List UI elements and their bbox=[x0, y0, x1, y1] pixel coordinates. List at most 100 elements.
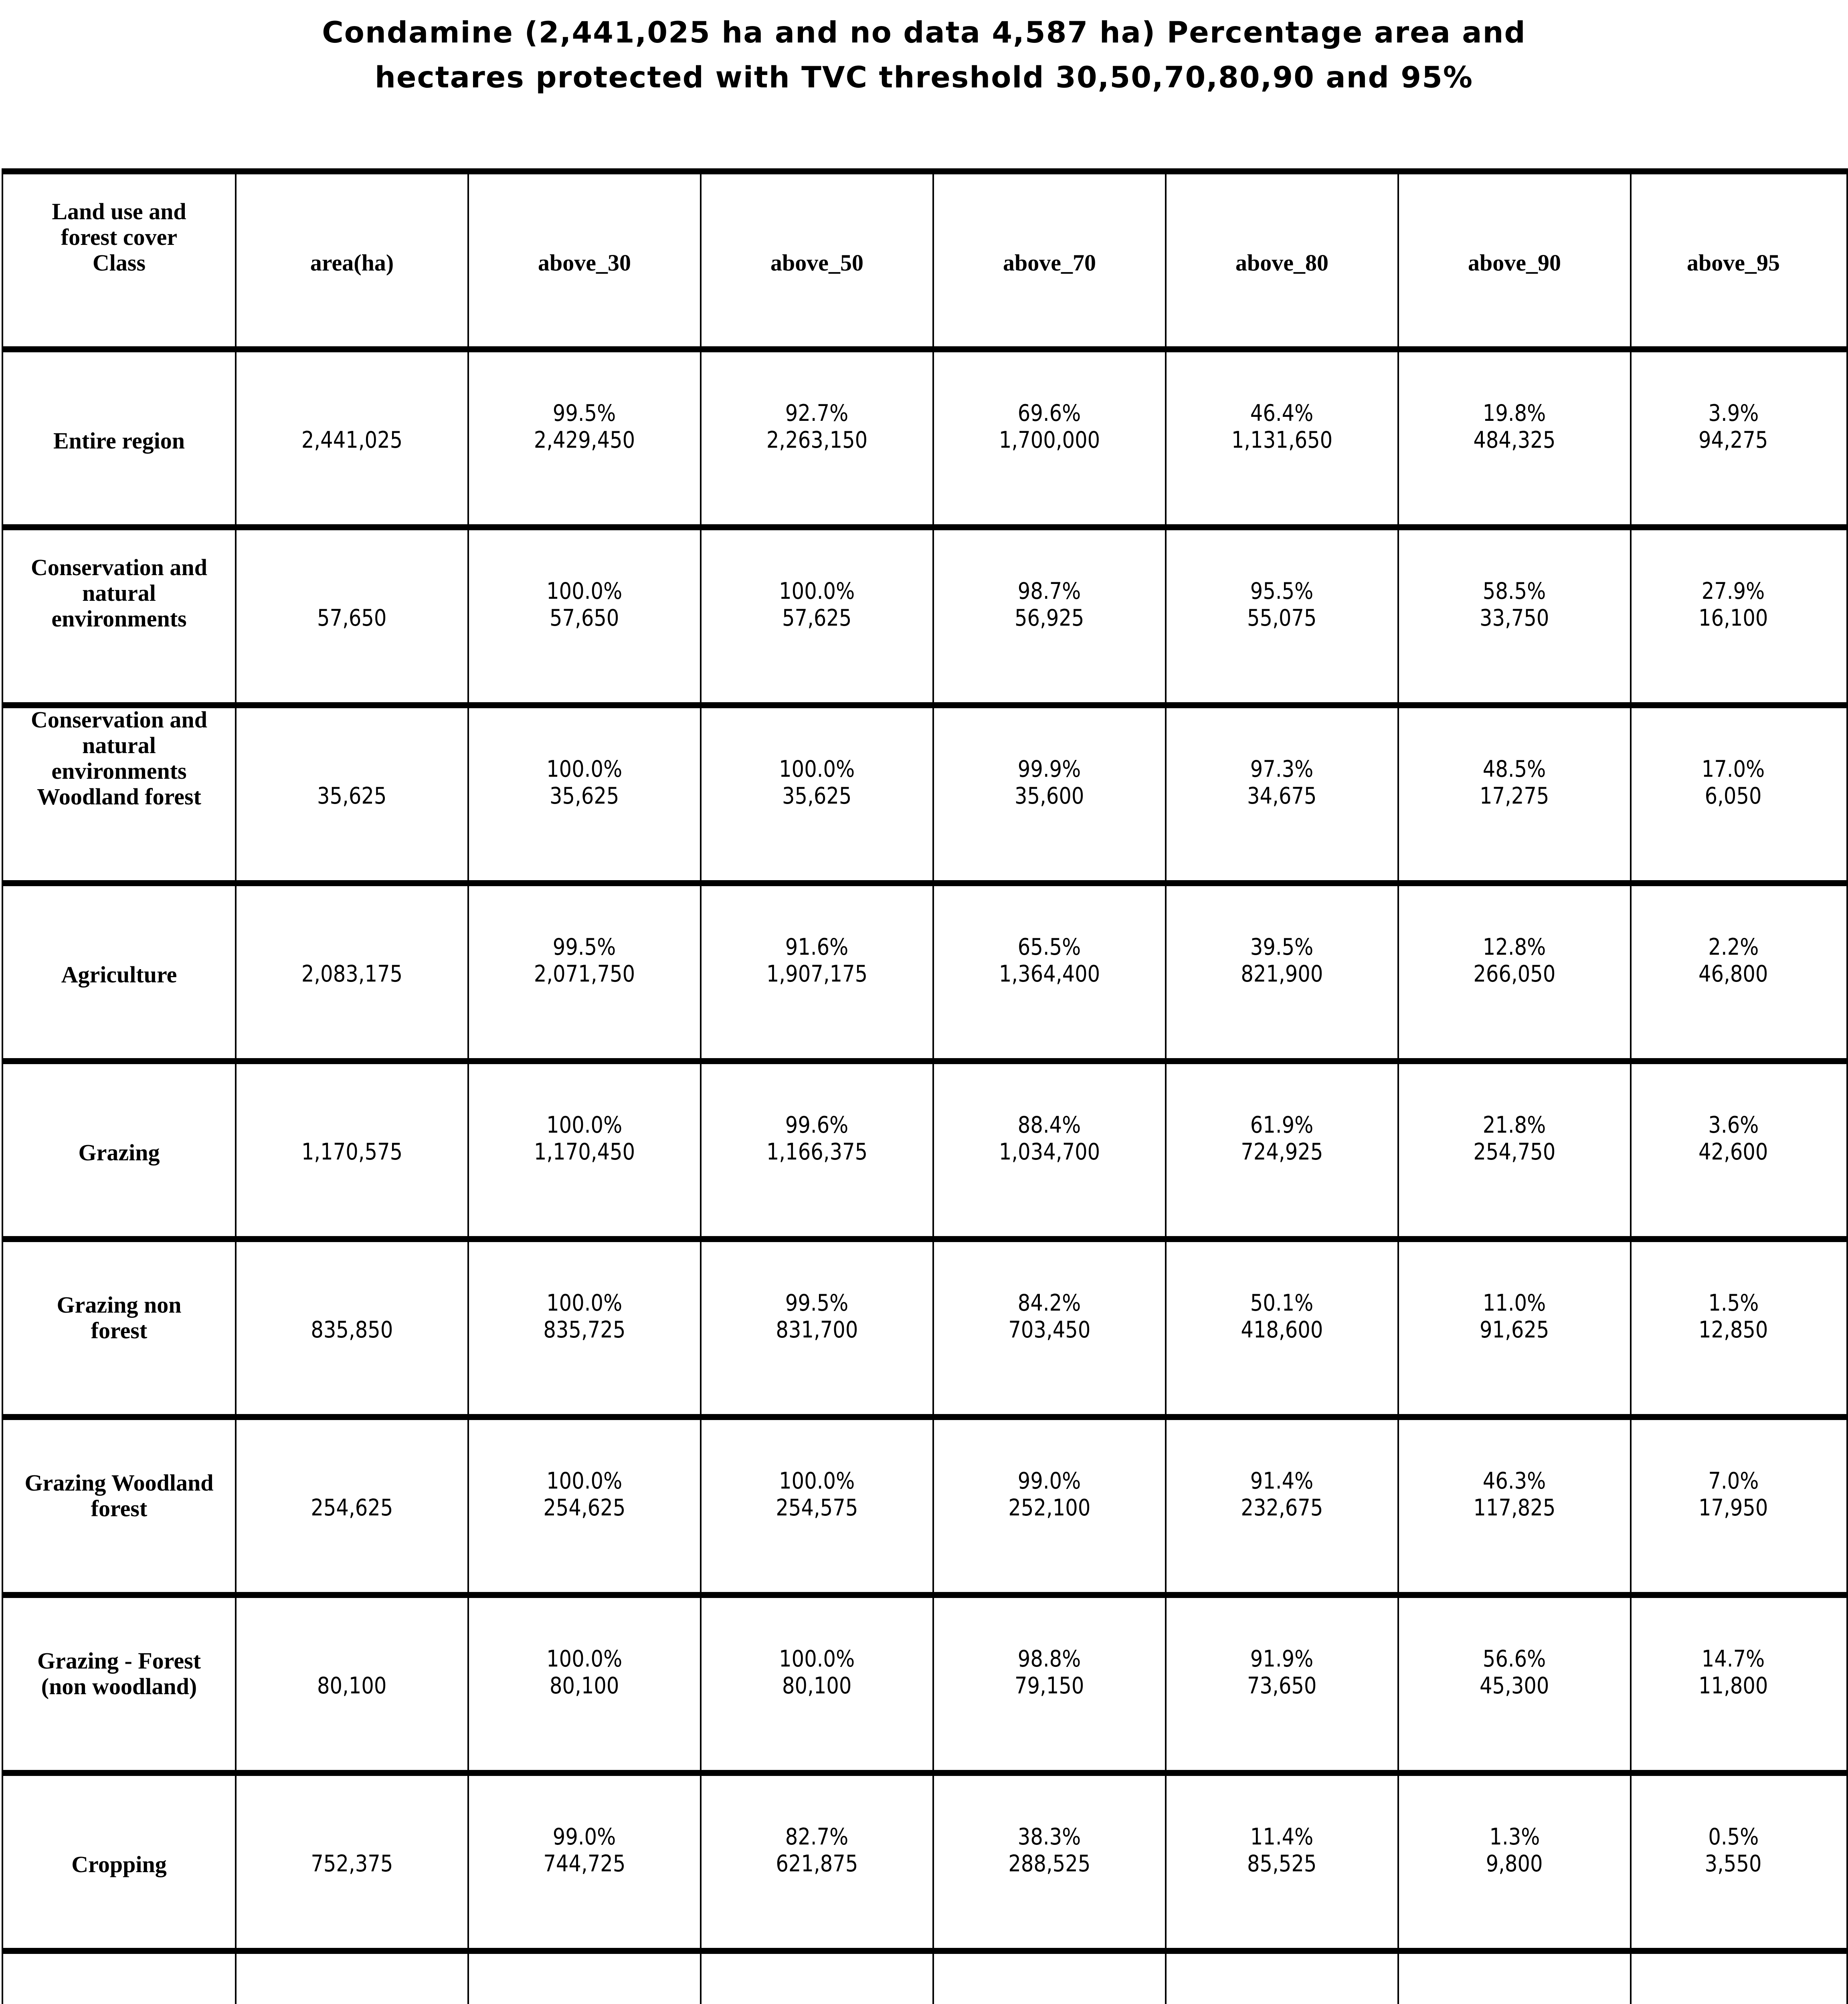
area-value: 2,083,175 bbox=[301, 961, 403, 987]
threshold-cell: 99.0% 744,725 bbox=[469, 1776, 702, 1948]
pct-value: 82.7% bbox=[785, 1824, 849, 1850]
pct-value: 3.6% bbox=[1708, 1112, 1759, 1138]
threshold-cell: 99.5% 2,071,750 bbox=[469, 886, 702, 1058]
threshold-cell: 74.2%118,650 bbox=[702, 1954, 934, 2004]
pct-value: 11.4% bbox=[1250, 1824, 1314, 1850]
threshold-cell: 65.5% 1,364,400 bbox=[934, 886, 1167, 1058]
ha-value: 831,700 bbox=[776, 1317, 858, 1343]
area-value: 254,625 bbox=[311, 1495, 393, 1521]
threshold-cell: 100.0% 254,625 bbox=[469, 1420, 702, 1592]
threshold-cell: 14.7% 11,800 bbox=[1632, 1598, 1835, 1770]
pct-value: 56.6% bbox=[1483, 1646, 1546, 1672]
ha-value: 16,100 bbox=[1698, 605, 1768, 631]
table-row: Entire region 2,441,025 99.5% 2,429,450 92.7… bbox=[3, 352, 1846, 530]
threshold-cell: 11.4% 85,525 bbox=[1167, 1776, 1399, 1948]
threshold-cell: 1.3% 9,800 bbox=[1399, 1776, 1632, 1948]
header-landuse-class: Land use and forest cover Class bbox=[3, 174, 237, 346]
row-label: Conservation and natural environments Wo… bbox=[31, 708, 207, 810]
threshold-cell: 46.4% 1,131,650 bbox=[1167, 352, 1399, 524]
header-label: above_90 bbox=[1468, 250, 1561, 276]
pct-value: 92.7% bbox=[785, 400, 849, 426]
pct-value: 99.5% bbox=[553, 934, 616, 960]
row-label-cell: Grazing - Forest (non woodland) bbox=[3, 1598, 237, 1770]
threshold-cell: 38.3% 288,525 bbox=[934, 1776, 1167, 1948]
threshold-cell: 11.0% 91,625 bbox=[1399, 1242, 1632, 1414]
threshold-cell: 95.5% 55,075 bbox=[1167, 530, 1399, 702]
page-title-line2: hectares protected with TVC threshold 30… bbox=[374, 61, 1473, 95]
pct-value: 1.3% bbox=[1489, 1824, 1540, 1850]
row-label-cell: Grazing Woodland forest bbox=[3, 1420, 237, 1592]
area-value: 80,100 bbox=[317, 1673, 387, 1699]
row-label-cell: Grazing bbox=[3, 1064, 237, 1236]
ha-value: 73,650 bbox=[1247, 1673, 1317, 1699]
ha-value: 35,625 bbox=[550, 783, 619, 809]
pct-value: 84.2% bbox=[1018, 1290, 1081, 1316]
ha-value: 12,850 bbox=[1698, 1317, 1768, 1343]
ha-value: 46,800 bbox=[1698, 961, 1768, 987]
pct-value: 99.6% bbox=[785, 1112, 849, 1138]
area-value: 1,170,575 bbox=[301, 1139, 403, 1165]
table-row: Grazing - Forest (non woodland) 80,100 100… bbox=[3, 1598, 1846, 1776]
area-cell: 254,625 bbox=[237, 1420, 469, 1592]
threshold-cell: 100.0% 35,625 bbox=[702, 708, 934, 880]
ha-value: 1,907,175 bbox=[766, 961, 868, 987]
threshold-cell: 19.8% 484,325 bbox=[1399, 352, 1632, 524]
threshold-cell: 7.0% 17,950 bbox=[1632, 1420, 1835, 1592]
table-row: Conservation and natural environments 57,… bbox=[3, 530, 1846, 708]
ha-value: 484,325 bbox=[1473, 427, 1556, 453]
ha-value: 6,050 bbox=[1705, 783, 1762, 809]
threshold-cell: 3.9% 94,275 bbox=[1632, 352, 1835, 524]
threshold-cell: 46.3% 117,825 bbox=[1399, 1420, 1632, 1592]
threshold-cell: 39.5% 821,900 bbox=[1167, 886, 1399, 1058]
table-row: Grazing 1,170,575 100.0% 1,170,450 99.6% 1,16… bbox=[3, 1064, 1846, 1242]
area-cell: 57,650 bbox=[237, 530, 469, 702]
pct-value: 7.1% bbox=[1257, 2002, 1307, 2004]
threshold-cell: 82.7% 621,875 bbox=[702, 1776, 934, 1948]
header-col-2: above_30 bbox=[469, 174, 702, 346]
ha-value: 1,131,650 bbox=[1231, 427, 1333, 453]
threshold-cell: 98.7% 56,925 bbox=[934, 530, 1167, 702]
pct-value: 99.5% bbox=[553, 400, 616, 426]
header-label: above_50 bbox=[770, 250, 863, 276]
pct-value: 88.4% bbox=[1018, 1112, 1081, 1138]
pct-value: 100.0% bbox=[779, 1646, 855, 1672]
pct-value: 2.2% bbox=[1708, 934, 1759, 960]
pct-value: 39.5% bbox=[1250, 934, 1314, 960]
pct-value: 100.0% bbox=[546, 756, 623, 782]
area-value: 57,650 bbox=[317, 605, 387, 631]
row-label-cell: Grazing non forest bbox=[3, 1242, 237, 1414]
ha-value: 42,600 bbox=[1698, 1139, 1768, 1165]
threshold-cell: 69.6% 1,700,000 bbox=[934, 352, 1167, 524]
ha-value: 1,170,450 bbox=[534, 1139, 635, 1165]
threshold-cell: 84.2% 703,450 bbox=[934, 1242, 1167, 1414]
ha-value: 79,150 bbox=[1015, 1673, 1084, 1699]
threshold-cell: 17.0% 6,050 bbox=[1632, 708, 1835, 880]
pct-value: 74.2% bbox=[785, 2002, 849, 2004]
page-title-line1: Condamine (2,441,025 ha and no data 4,58… bbox=[322, 16, 1526, 50]
header-col-6: above_90 bbox=[1399, 174, 1632, 346]
ha-value: 744,725 bbox=[543, 1850, 626, 1877]
row-label-cell: Conservation and natural environments bbox=[3, 530, 237, 702]
threshold-cell: 98.8% 79,150 bbox=[934, 1598, 1167, 1770]
threshold-cell: 99.5% 2,429,450 bbox=[469, 352, 702, 524]
area-cell: 1,170,575 bbox=[237, 1064, 469, 1236]
page-title: Condamine (2,441,025 ha and no data 4,58… bbox=[0, 10, 1848, 100]
ha-value: 94,275 bbox=[1698, 427, 1768, 453]
ha-value: 17,275 bbox=[1480, 783, 1549, 809]
ha-value: 57,625 bbox=[782, 605, 852, 631]
row-label-cell: Entire region bbox=[3, 352, 237, 524]
ha-value: 1,364,400 bbox=[999, 961, 1100, 987]
threshold-cell: 56.6% 45,300 bbox=[1399, 1598, 1632, 1770]
ha-value: 266,050 bbox=[1473, 961, 1556, 987]
header-label: above_70 bbox=[1003, 250, 1096, 276]
pct-value: 100.0% bbox=[546, 1468, 623, 1494]
ha-value: 34,675 bbox=[1247, 783, 1317, 809]
threshold-cell: 91.4% 232,675 bbox=[1167, 1420, 1399, 1592]
area-value: 752,375 bbox=[311, 1850, 393, 1877]
threshold-cell: 1.5% 12,850 bbox=[1632, 1242, 1835, 1414]
pct-value: 50.1% bbox=[1250, 1290, 1314, 1316]
ha-value: 724,925 bbox=[1241, 1139, 1323, 1165]
header-label: Land use and forest cover Class bbox=[52, 198, 186, 276]
area-cell: 35,625 bbox=[237, 708, 469, 880]
table-header-row: Land use and forest cover Class area(ha) a… bbox=[3, 174, 1846, 352]
